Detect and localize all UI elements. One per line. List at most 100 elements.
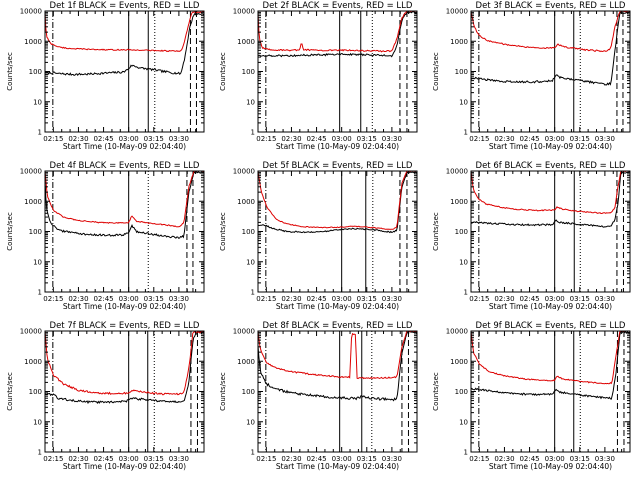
- y-tick-label: 10: [33, 258, 42, 266]
- series-line-lld: [258, 331, 417, 380]
- series-line-lld: [471, 171, 630, 214]
- chart-panel-7: Det 7f BLACK = Events, RED = LLD 1 10 100 10…: [6, 321, 205, 471]
- chart-panel-8: Det 8f BLACK = Events, RED = LLD 1 10 100 10…: [219, 321, 418, 471]
- x-tick-label: 03:00: [545, 135, 565, 143]
- x-tick-label: 02:30: [68, 135, 88, 143]
- series-line-events: [471, 331, 630, 400]
- x-tick-label: 03:15: [570, 455, 590, 463]
- x-tick-label: 02:15: [469, 295, 489, 303]
- y-tick-label: 10: [33, 418, 42, 426]
- y-tick-label: 100: [242, 68, 255, 76]
- y-tick-label: 1000: [24, 198, 42, 206]
- x-tick-label: 02:15: [469, 135, 489, 143]
- chart-title: Det 4f BLACK = Events, RED = LLD: [50, 161, 200, 171]
- series-line-events: [45, 171, 204, 239]
- x-tick-label: 03:15: [357, 455, 377, 463]
- y-tick-label: 10000: [233, 328, 255, 336]
- x-tick-label: 02:45: [93, 455, 113, 463]
- y-tick-label: 1000: [237, 198, 255, 206]
- y-tick-label: 100: [242, 388, 255, 396]
- x-tick-label: 02:15: [43, 295, 63, 303]
- y-tick-label: 1000: [450, 358, 468, 366]
- y-tick-label: 1: [251, 289, 255, 297]
- series-line-lld: [45, 171, 204, 228]
- x-tick-label: 03:15: [570, 135, 590, 143]
- x-tick-label: 02:45: [93, 135, 113, 143]
- x-tick-label: 02:45: [306, 295, 326, 303]
- x-axis-label: Start Time (10-May-09 02:04:40): [489, 462, 612, 471]
- chart-title: Det 5f BLACK = Events, RED = LLD: [263, 161, 413, 171]
- x-tick-label: 03:00: [119, 455, 139, 463]
- x-tick-label: 03:30: [382, 455, 402, 463]
- x-tick-label: 02:30: [494, 455, 514, 463]
- y-tick-label: 1000: [450, 198, 468, 206]
- x-tick-label: 03:30: [169, 455, 189, 463]
- series-line-lld: [258, 171, 417, 230]
- x-tick-label: 03:15: [144, 455, 164, 463]
- x-tick-label: 02:30: [281, 295, 301, 303]
- chart-title: Det 3f BLACK = Events, RED = LLD: [476, 1, 626, 11]
- y-axis-label: Counts/sec: [219, 52, 227, 91]
- x-tick-label: 03:00: [332, 295, 352, 303]
- y-tick-label: 1000: [237, 358, 255, 366]
- x-tick-label: 02:15: [43, 135, 63, 143]
- series-line-lld: [471, 331, 630, 385]
- x-tick-label: 02:15: [469, 455, 489, 463]
- x-tick-label: 03:00: [545, 455, 565, 463]
- x-tick-label: 02:15: [43, 455, 63, 463]
- chart-title: Det 9f BLACK = Events, RED = LLD: [476, 321, 626, 331]
- series-line-events: [258, 331, 417, 402]
- plot-frame: [257, 330, 418, 453]
- y-tick-label: 10000: [20, 8, 42, 16]
- y-tick-label: 1: [464, 449, 468, 457]
- y-tick-label: 10: [459, 258, 468, 266]
- y-tick-label: 100: [29, 388, 42, 396]
- y-tick-label: 1: [38, 449, 42, 457]
- y-tick-label: 1: [251, 449, 255, 457]
- y-tick-label: 1: [38, 129, 42, 137]
- x-tick-label: 03:15: [570, 295, 590, 303]
- x-tick-label: 03:15: [144, 135, 164, 143]
- series-line-events: [45, 12, 204, 77]
- y-tick-label: 10000: [446, 168, 468, 176]
- y-tick-label: 1: [464, 289, 468, 297]
- x-axis-label: Start Time (10-May-09 02:04:40): [63, 142, 186, 151]
- y-tick-label: 10: [246, 418, 255, 426]
- y-axis-label: Counts/sec: [6, 52, 14, 91]
- x-tick-label: 02:15: [256, 135, 276, 143]
- y-tick-label: 1000: [237, 38, 255, 46]
- y-tick-label: 10: [459, 98, 468, 106]
- y-tick-label: 100: [455, 388, 468, 396]
- y-tick-label: 1000: [24, 38, 42, 46]
- x-axis-label: Start Time (10-May-09 02:04:40): [276, 142, 399, 151]
- x-axis-label: Start Time (10-May-09 02:04:40): [489, 302, 612, 311]
- x-tick-label: 02:30: [494, 135, 514, 143]
- series-line-lld: [45, 331, 204, 396]
- series-line-lld: [471, 11, 630, 53]
- y-tick-label: 100: [455, 228, 468, 236]
- y-tick-label: 100: [29, 68, 42, 76]
- y-tick-label: 100: [242, 228, 255, 236]
- series-line-events: [471, 11, 630, 86]
- x-tick-label: 03:30: [169, 295, 189, 303]
- y-axis-label: Counts/sec: [219, 212, 227, 251]
- x-tick-label: 02:30: [68, 295, 88, 303]
- chart-panel-3: Det 3f BLACK = Events, RED = LLD 1 10 100 10…: [432, 1, 631, 151]
- x-tick-label: 02:45: [93, 295, 113, 303]
- x-axis-label: Start Time (10-May-09 02:04:40): [63, 462, 186, 471]
- x-tick-label: 03:00: [332, 455, 352, 463]
- y-tick-label: 10000: [446, 8, 468, 16]
- x-tick-label: 03:30: [382, 295, 402, 303]
- chart-title: Det 7f BLACK = Events, RED = LLD: [50, 321, 200, 331]
- x-tick-label: 03:30: [595, 295, 615, 303]
- series-line-events: [258, 11, 417, 58]
- x-tick-label: 03:15: [144, 295, 164, 303]
- x-tick-label: 03:00: [119, 295, 139, 303]
- x-tick-label: 02:15: [256, 295, 276, 303]
- plot-frame: [257, 10, 418, 133]
- y-tick-label: 100: [455, 68, 468, 76]
- x-tick-label: 02:45: [306, 135, 326, 143]
- chart-panel-4: Det 4f BLACK = Events, RED = LLD 1 10 100 10…: [6, 161, 205, 311]
- x-tick-label: 03:30: [595, 135, 615, 143]
